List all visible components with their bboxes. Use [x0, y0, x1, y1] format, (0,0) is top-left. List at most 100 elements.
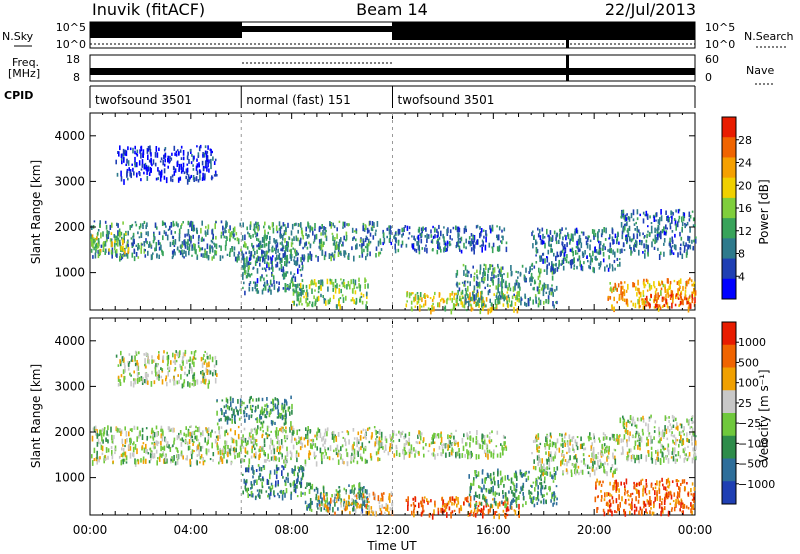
velocity-data-cell — [234, 421, 236, 424]
velocity-data-cell — [276, 441, 279, 445]
power-data-cell — [97, 243, 100, 249]
power-data-cell — [573, 258, 575, 264]
velocity-data-cell — [260, 447, 262, 450]
velocity-data-cell — [478, 493, 481, 499]
velocity-data-cell — [99, 441, 102, 445]
power-data-cell — [105, 239, 108, 243]
power-data-cell — [507, 303, 509, 309]
velocity-data-cell — [271, 408, 274, 412]
power-data-cell — [593, 232, 595, 237]
power-data-cell — [456, 241, 458, 247]
velocity-data-cell — [96, 432, 99, 439]
velocity-data-cell — [308, 438, 310, 443]
velocity-data-cell — [121, 438, 124, 444]
velocity-data-cell — [145, 365, 147, 369]
power-data-cell — [467, 294, 469, 299]
power-data-cell — [264, 229, 266, 234]
power-data-cell — [297, 268, 299, 274]
power-data-cell — [552, 292, 554, 297]
velocity-data-cell — [215, 435, 218, 439]
power-data-cell — [567, 234, 570, 240]
power-data-cell — [457, 232, 459, 239]
power-data-cell — [498, 270, 500, 273]
velocity-data-cell — [132, 452, 134, 457]
power-data-cell — [539, 235, 542, 240]
velocity-data-cell — [413, 447, 415, 452]
velocity-data-cell — [129, 452, 132, 459]
power-data-cell — [143, 248, 146, 254]
power-data-cell — [187, 151, 189, 156]
velocity-data-cell — [178, 434, 180, 439]
power-data-cell — [178, 163, 181, 170]
power-data-cell — [556, 234, 559, 237]
power-data-cell — [122, 221, 124, 225]
power-data-cell — [358, 277, 360, 282]
velocity-data-cell — [148, 460, 151, 464]
velocity-data-cell — [284, 479, 286, 483]
power-data-cell — [554, 289, 556, 292]
power-data-cell — [299, 268, 302, 272]
velocity-data-cell — [142, 442, 145, 445]
power-data-cell — [611, 288, 613, 294]
velocity-data-cell — [158, 369, 160, 376]
power-data-cell — [443, 247, 445, 253]
power-data-cell — [198, 164, 200, 168]
power-data-cell — [671, 245, 674, 248]
velocity-data-cell — [430, 441, 433, 445]
velocity-data-cell — [180, 441, 183, 447]
velocity-data-cell — [157, 373, 159, 377]
power-data-cell — [480, 295, 483, 301]
velocity-data-cell — [340, 498, 343, 503]
power-data-cell — [299, 291, 301, 296]
power-data-cell — [620, 285, 622, 292]
power-data-cell — [684, 294, 687, 298]
velocity-data-cell — [431, 452, 433, 456]
velocity-data-cell — [346, 452, 348, 457]
power-data-cell — [533, 265, 536, 269]
power-data-cell — [431, 305, 433, 310]
power-data-cell — [423, 294, 425, 298]
velocity-data-cell — [489, 473, 492, 477]
velocity-data-cell — [352, 428, 355, 432]
power-data-cell — [329, 297, 331, 302]
velocity-data-cell — [267, 425, 270, 428]
power-data-cell — [293, 260, 296, 265]
power-data-cell — [182, 221, 184, 224]
power-data-cell — [345, 231, 348, 236]
power-data-cell — [129, 147, 132, 151]
velocity-data-cell — [488, 488, 490, 491]
velocity-data-cell — [422, 446, 425, 450]
velocity-data-cell — [193, 450, 195, 453]
power-data-cell — [246, 226, 248, 231]
velocity-data-cell — [211, 429, 213, 433]
velocity-data-cell — [501, 445, 503, 451]
power-data-cell — [401, 234, 403, 238]
velocity-data-cell — [395, 433, 398, 436]
velocity-data-cell — [216, 373, 218, 377]
power-data-cell — [255, 222, 258, 229]
velocity-data-cell — [297, 466, 299, 469]
power-data-cell — [655, 219, 657, 222]
power-data-cell — [457, 241, 459, 247]
velocity-data-cell — [441, 444, 443, 447]
power-data-cell — [484, 286, 486, 290]
power-data-cell — [628, 225, 631, 232]
power-data-cell — [492, 242, 495, 248]
power-data-cell — [675, 225, 677, 231]
power-data-cell — [143, 241, 145, 245]
power-data-cell — [190, 174, 193, 178]
velocity-data-cell — [317, 427, 319, 433]
power-data-cell — [288, 288, 290, 291]
velocity-data-cell — [114, 451, 116, 455]
velocity-data-cell — [487, 504, 490, 507]
velocity-data-cell — [447, 444, 450, 450]
velocity-data-cell — [366, 507, 369, 510]
power-data-cell — [437, 243, 439, 247]
velocity-data-cell — [249, 396, 251, 401]
velocity-data-cell — [398, 430, 400, 434]
velocity-data-cell — [146, 435, 149, 439]
power-data-cell — [626, 213, 628, 216]
velocity-data-cell — [310, 439, 312, 442]
power-data-cell — [489, 298, 491, 303]
power-data-cell — [345, 295, 347, 301]
